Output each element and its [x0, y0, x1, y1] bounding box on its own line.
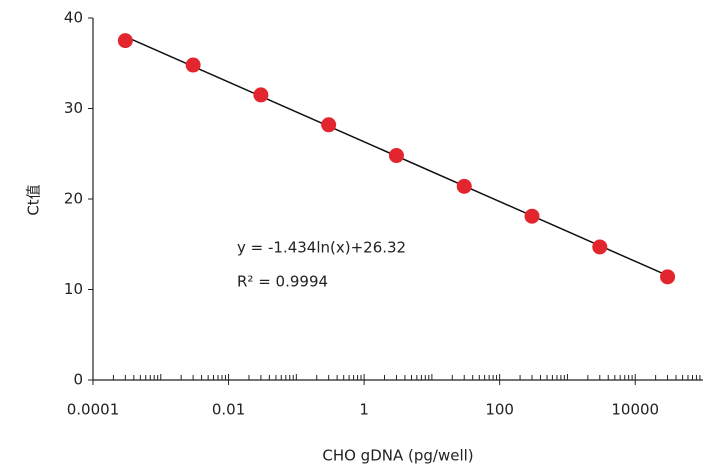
- point: [456, 178, 472, 194]
- y-tick-label: 40: [64, 9, 83, 27]
- y-tick-label: 10: [64, 280, 83, 298]
- y-tick-label: 20: [64, 190, 83, 208]
- x-tick-label: 0.0001: [67, 401, 120, 419]
- point: [524, 208, 540, 224]
- point: [321, 117, 337, 133]
- y-tick-label: 0: [73, 371, 83, 389]
- point: [660, 269, 676, 285]
- point: [388, 148, 404, 164]
- r-squared: R² = 0.9994: [237, 273, 328, 291]
- x-tick-label: 10000: [611, 401, 659, 419]
- x-tick-label: 100: [485, 401, 514, 419]
- x-tick-label: 0.01: [212, 401, 245, 419]
- x-tick-label: 1: [359, 401, 369, 419]
- equation: y = -1.434ln(x)+26.32: [237, 239, 406, 257]
- point: [117, 33, 133, 49]
- point: [592, 239, 608, 255]
- point: [185, 57, 201, 73]
- x-axis-label: CHO gDNA (pg/well): [322, 447, 473, 465]
- point: [253, 87, 269, 103]
- y-axis-label: Ct值: [25, 184, 43, 215]
- y-tick-label: 30: [64, 99, 83, 117]
